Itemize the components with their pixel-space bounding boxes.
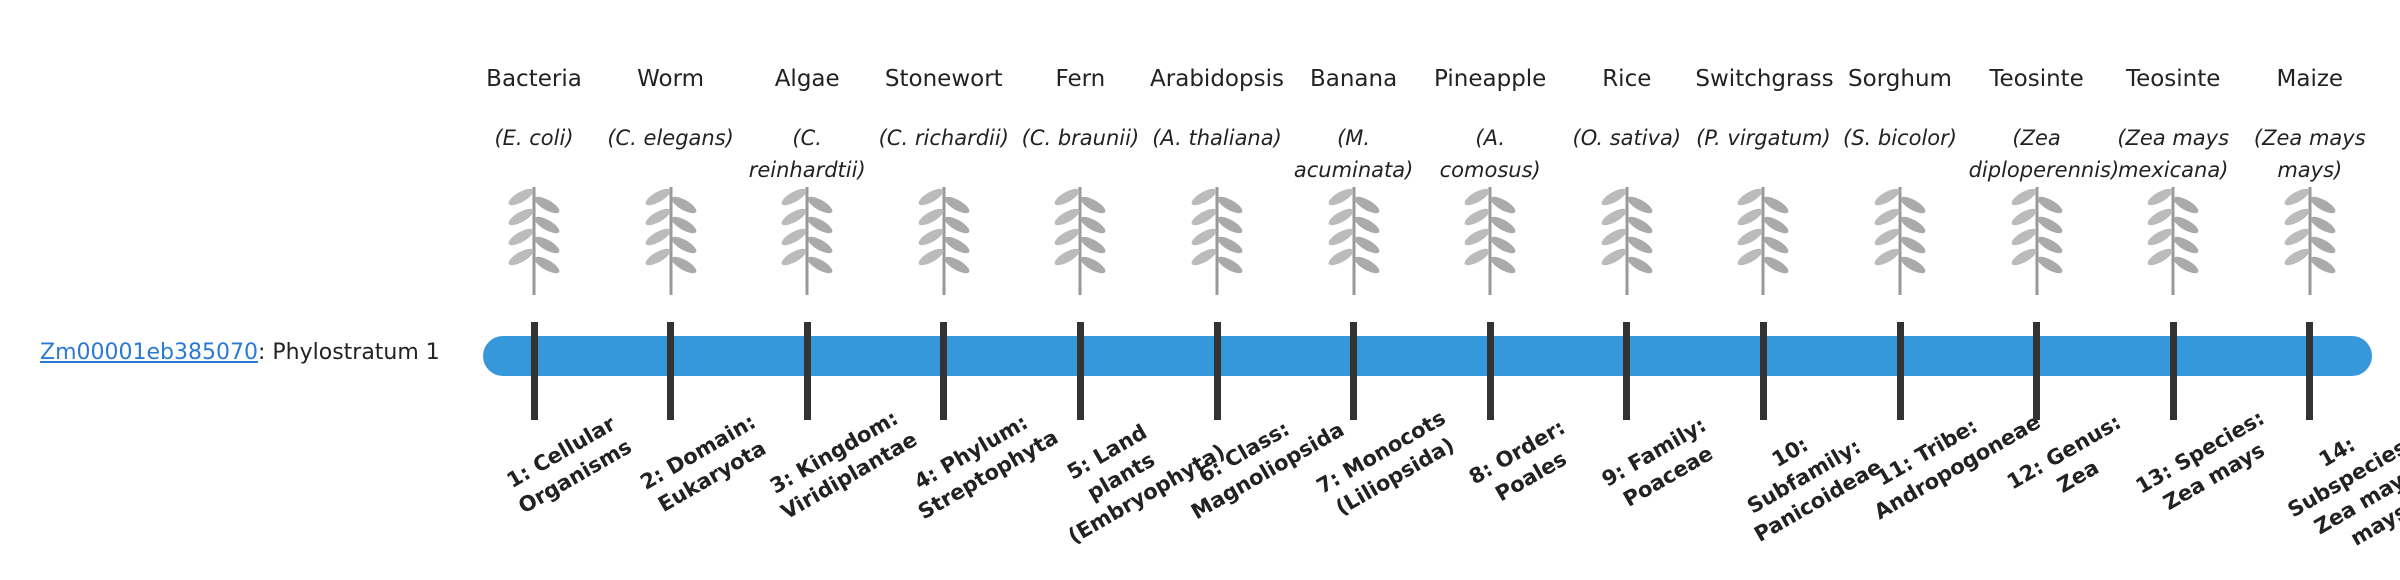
organism-image [508,187,560,295]
species-name: (M. acuminata) [1293,126,1414,182]
organism-name: Sorghum [1848,66,1952,92]
organism-image [1464,187,1516,295]
stratum-tick [1486,322,1494,420]
organism-name: Maize [2276,66,2344,92]
stratum-label: 11: Tribe: Andropogoneae [1870,409,2045,525]
stratum-tick [940,322,948,420]
organism-image [781,187,833,295]
species-name: (S. bicolor) [1843,126,1957,150]
organism-image [1601,187,1653,295]
stratum-tick [1213,322,1221,420]
gene-label: Zm00001eb385070: Phylostratum 1 [40,340,440,365]
stratum-tick [803,322,811,420]
organism-name: Banana [1309,66,1398,92]
stratum-tick [667,322,675,420]
stratum-tick [530,322,538,420]
organism-image [918,187,970,295]
organism-image [2284,187,2336,295]
stratum-tick [1076,322,1084,420]
organism-name: Rice [1602,66,1652,92]
stratum-label: 1: Cellular Organisms [502,411,636,519]
organism-name: Stonewort [884,66,1003,92]
species-name: (E. coli) [494,126,574,150]
stratum-label: 2: Domain: Eukaryota [635,409,770,517]
species-name: (C. reinhardtii) [748,126,866,182]
species-name: (Zea mays mays) [2253,126,2366,182]
stratum-tick [2169,322,2177,420]
stratum-tick [1623,322,1631,420]
organism-name: Teosinte [2125,66,2221,92]
gene-suffix: : Phylostratum 1 [257,340,440,365]
species-name: (O. sativa) [1572,126,1682,150]
organism-name: Bacteria [486,66,582,92]
organism-image [1328,187,1379,295]
species-name: (P. virgatum) [1696,126,1831,150]
organism-image [1874,187,1926,295]
organism-image [1055,187,1106,295]
timeline-bar [483,336,2372,376]
species-name: (A. thaliana) [1152,126,1282,150]
organism-image [1191,187,1243,295]
stratum-tick [1350,322,1358,420]
stratum-tick [1896,322,1904,420]
organism-image [1738,187,1789,295]
stratum-label: 8: Order: Poales [1465,415,1571,507]
organism-name: Switchgrass [1695,66,1834,92]
organism-image [2011,187,2062,295]
organism-name: Pineapple [1434,66,1547,92]
stratum-label: 3: Kingdom: Viridiplantae [766,405,922,525]
species-name: (A. comosus) [1439,126,1541,182]
organism-name: Teosinte [1989,66,2084,92]
stratum-tick [2033,322,2041,420]
organism-image [645,187,696,295]
stratum-label: 13: Species: Zea mays [2131,405,2269,515]
stratum-label: 9: Family: Poaceae [1597,412,1717,512]
organism-name: Worm [637,66,705,92]
organism-name: Algae [774,66,840,92]
stratum-label: 6: Class: Magnoliopsida [1187,416,1349,525]
organism-image [2147,187,2199,295]
species-name: (C. richardii) [878,126,1009,150]
species-name: (Zea mays mexicana) [2117,126,2230,182]
organism-name: Fern [1055,66,1106,92]
gene-link[interactable]: Zm00001eb385070 [40,340,258,365]
stratum-label: 4: Phylum: Streptophyta [909,410,1062,525]
species-name: (C. elegans) [607,126,734,150]
species-name: (C. braunii) [1021,126,1140,150]
stratum-label: 14: Subspecies: Zea mays mays [2283,430,2400,551]
stratum-tick [2306,322,2314,420]
organism-name: Arabidopsis [1150,66,1284,92]
stratum-tick [1759,322,1767,420]
species-name: (Zea diploperennis) [1968,126,2120,182]
